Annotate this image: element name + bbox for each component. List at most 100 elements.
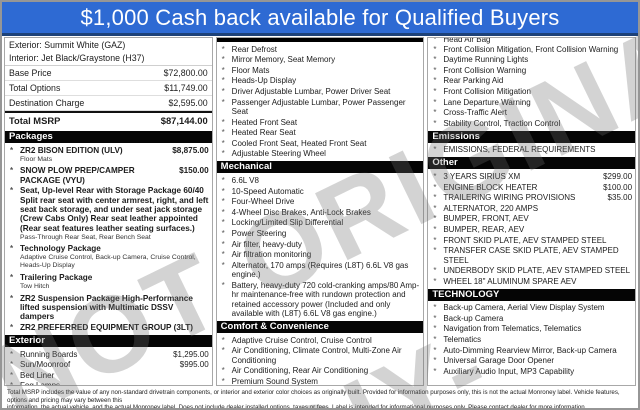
feature-row: * Stability Control, Traction Control bbox=[428, 118, 635, 129]
feature-text: BUMPER, FRONT, AEV bbox=[443, 214, 529, 224]
column-middle: * Rear Defrost * Mirror Memory, Seat Memory… bbox=[215, 37, 425, 386]
feature-text: 3 YEARS SIRIUS XM bbox=[443, 171, 521, 181]
bullet-icon: * bbox=[221, 280, 225, 290]
bullet-icon: * bbox=[221, 239, 225, 249]
feature-price: $1,295.00 bbox=[173, 349, 209, 359]
bullet-icon: * bbox=[433, 313, 437, 323]
feature-row: * Driver Adjustable Lumbar, Power Driver … bbox=[217, 86, 424, 97]
price-summary-row: Total Options $11,749.00 bbox=[5, 81, 212, 96]
feature-row: * ZR2 BISON EDITION (ULV) $8,875.00 bbox=[5, 145, 212, 156]
feature-text: ZR2 Suspension Package High-Performance … bbox=[20, 293, 193, 322]
bullet-icon: * bbox=[433, 108, 437, 118]
feature-columns: Exterior: Summit White (GAZ) Interior: J… bbox=[2, 36, 638, 386]
bullet-icon: * bbox=[221, 376, 225, 386]
feature-text: Adaptive Cruise Control, Cruise Control bbox=[231, 335, 372, 345]
feature-row: * Mirror Memory, Seat Memory bbox=[217, 55, 424, 66]
bullet-icon: * bbox=[221, 76, 225, 86]
price-summary-label: Total Options bbox=[9, 83, 61, 93]
bullet-icon: * bbox=[433, 224, 437, 234]
total-msrp-value: $87,144.00 bbox=[160, 115, 208, 126]
feature-text: Air filtration monitoring bbox=[231, 250, 312, 260]
feature-text: SNOW PLOW PREP/CAMPER PACKAGE (VYU) bbox=[20, 166, 135, 185]
feature-row: * Seat, Up-level Rear with Storage Packag… bbox=[5, 186, 212, 234]
bullet-icon: * bbox=[221, 228, 225, 238]
bullet-icon: * bbox=[433, 246, 437, 256]
feature-row: * Air Conditioning, Rear Air Conditioning bbox=[217, 366, 424, 377]
cashback-banner[interactable]: $1,000 Cash back available for Qualified… bbox=[2, 2, 638, 36]
section-header-emissions: Emissions bbox=[428, 130, 636, 143]
feature-row: * Passenger Adjustable Lumbar, Power Pass… bbox=[217, 97, 424, 117]
feature-row: * TRAILERING WIRING PROVISIONS $35.00 bbox=[428, 193, 635, 204]
disclaimer-line-1: Total MSRP includes the value of any non… bbox=[7, 389, 620, 404]
bullet-icon: * bbox=[221, 197, 225, 207]
bullet-icon: * bbox=[433, 182, 437, 192]
feature-row: * Running Boards $1,295.00 bbox=[5, 349, 212, 360]
cashback-banner-text: $1,000 Cash back available for Qualified… bbox=[80, 4, 560, 30]
feature-text: Navigation from Telematics, Telematics bbox=[443, 324, 582, 334]
feature-text: TRAILERING WIRING PROVISIONS bbox=[443, 193, 576, 203]
bullet-icon: * bbox=[221, 97, 225, 107]
bullet-icon: * bbox=[433, 86, 437, 96]
feature-price: $995.00 bbox=[179, 360, 209, 370]
bullet-icon: * bbox=[10, 293, 14, 303]
bullet-icon: * bbox=[433, 266, 437, 276]
feature-row: * Rear Parking Aid bbox=[428, 76, 635, 87]
feature-text: FRONT SKID PLATE, AEV STAMPED STEEL bbox=[443, 235, 607, 245]
feature-row: * Lane Departure Warning bbox=[428, 97, 635, 108]
feature-row: * Telematics bbox=[428, 334, 635, 345]
feature-text: Air Conditioning, Rear Air Conditioning bbox=[231, 366, 369, 376]
feature-text: Passenger Adjustable Lumbar, Power Passe… bbox=[231, 97, 406, 116]
bullet-icon: * bbox=[433, 345, 437, 355]
bullet-icon: * bbox=[433, 276, 437, 286]
bullet-icon: * bbox=[10, 186, 14, 196]
feature-text: Rear Defrost bbox=[231, 44, 278, 54]
feature-text: Alternator, 170 amps (Requires (L8T) 6.6… bbox=[231, 260, 409, 280]
feature-text: ZR2 PREFERRED EQUIPMENT GROUP (3LT) bbox=[20, 323, 194, 332]
feature-text: Adjustable Steering Wheel bbox=[231, 149, 326, 159]
bullet-icon: * bbox=[221, 366, 225, 376]
feature-text: Power Steering bbox=[231, 228, 287, 238]
feature-text: 4-Wheel Disc Brakes, Anti-Lock Brakes bbox=[231, 207, 371, 217]
feature-text: Air Conditioning, Climate Control, Multi… bbox=[231, 346, 402, 365]
price-summary-value: $2,595.00 bbox=[168, 98, 208, 108]
feature-row: * EMISSIONS, FEDERAL REQUIREMENTS bbox=[428, 145, 635, 156]
feature-text: Heated Front Seat bbox=[231, 117, 298, 127]
bullet-icon: * bbox=[221, 55, 225, 65]
feature-row: * Four-Wheel Drive bbox=[217, 197, 424, 208]
feature-sub-text: Tow Hitch bbox=[20, 283, 50, 290]
price-summary-label: Destination Charge bbox=[9, 98, 85, 108]
feature-row: * Rear Defrost bbox=[217, 44, 424, 55]
total-msrp-row: Total MSRP $87,144.00 bbox=[5, 111, 212, 129]
bullet-icon: * bbox=[221, 175, 225, 185]
feature-text: Telematics bbox=[443, 335, 482, 345]
bullet-icon: * bbox=[221, 44, 225, 54]
column-left: Exterior: Summit White (GAZ) Interior: J… bbox=[4, 37, 213, 386]
feature-row: * Locking/Limited Slip Differential bbox=[217, 218, 424, 229]
feature-row: * Adaptive Cruise Control, Cruise Control bbox=[217, 335, 424, 346]
bullet-icon: * bbox=[433, 324, 437, 334]
feature-row: * Sun/Moonroof $995.00 bbox=[5, 360, 212, 371]
bullet-icon: * bbox=[433, 366, 437, 376]
bullet-icon: * bbox=[10, 166, 14, 176]
bullet-icon: * bbox=[221, 250, 225, 260]
feature-text: Heads-Up Display bbox=[231, 76, 297, 86]
feature-row: * Air filtration monitoring bbox=[217, 250, 424, 261]
total-msrp-label: Total MSRP bbox=[9, 115, 61, 126]
feature-text: Universal Garage Door Opener bbox=[443, 356, 555, 366]
feature-text: Driver Adjustable Lumbar, Power Driver S… bbox=[231, 86, 391, 96]
section-header-mechanical: Mechanical bbox=[216, 161, 424, 174]
feature-row: * Heated Front Seat bbox=[217, 117, 424, 128]
feature-text: Premium Sound System bbox=[231, 376, 318, 386]
feature-text: WHEEL 18" ALUMINUM SPARE AEV bbox=[443, 276, 577, 286]
bullet-icon: * bbox=[433, 65, 437, 75]
feature-text: Battery, heavy-duty 720 cold-cranking am… bbox=[231, 280, 420, 318]
price-summary-value: $11,749.00 bbox=[164, 83, 208, 93]
bullet-icon: * bbox=[10, 323, 14, 332]
feature-row: * Heated Rear Seat bbox=[217, 128, 424, 139]
feature-row: * Heads-Up Display bbox=[217, 76, 424, 87]
feature-row: * Technology Package bbox=[5, 244, 212, 255]
feature-row: * Back-up Camera bbox=[428, 313, 635, 324]
feature-text: UNDERBODY SKID PLATE, AEV STAMPED STEEL bbox=[443, 266, 631, 276]
column-right: * Head Air Bag * Front Collision Mitigation… bbox=[427, 37, 637, 386]
feature-text: Four-Wheel Drive bbox=[231, 197, 295, 207]
